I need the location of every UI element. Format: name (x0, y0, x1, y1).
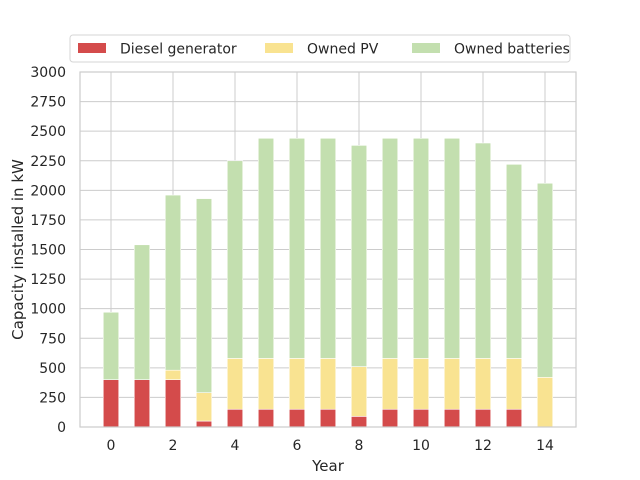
x-tick-label: 0 (107, 438, 116, 454)
bar-diesel-generator-year-2 (164, 379, 182, 428)
plot-frame (79, 71, 577, 428)
y-tick-label: 2000 (30, 183, 66, 199)
bar-owned-pv-year-8 (350, 366, 368, 417)
y-tick-label: 250 (39, 390, 66, 406)
bar-diesel-generator-year-5 (257, 408, 275, 428)
bar-diesel-generator-year-12 (474, 408, 492, 428)
x-tick-labels: 0 2 4 6 8 10 12 14 (107, 438, 554, 454)
bar-owned-batteries-year-7 (319, 137, 337, 359)
bar-diesel-generator-year-0 (102, 379, 120, 428)
bar-owned-pv-year-2 (164, 369, 182, 380)
bar-owned-batteries-year-3 (195, 198, 213, 393)
y-tick-label: 500 (39, 361, 66, 377)
x-tick-label: 12 (474, 438, 492, 454)
y-tick-labels: 0 250 500 750 1000 1250 1500 1750 2000 2250 2500 27… (30, 65, 66, 436)
x-tick-label: 4 (231, 438, 240, 454)
y-tick-label: 2500 (30, 124, 66, 140)
bar-owned-batteries-year-0 (102, 311, 120, 380)
y-tick-label: 3000 (30, 65, 66, 81)
y-tick-label: 1500 (30, 243, 66, 259)
legend-label: Owned PV (307, 42, 379, 58)
legend: Diesel generator Owned PV Owned batteries (69, 34, 571, 63)
bar-owned-batteries-year-14 (536, 182, 554, 378)
y-tick-label: 2250 (30, 154, 66, 170)
y-axis-label: Capacity installed in kW (9, 159, 27, 340)
y-tick-label: 1250 (30, 272, 66, 288)
y-tick-label: 750 (39, 331, 66, 347)
y-tick-label: 0 (57, 420, 66, 436)
bar-owned-pv-year-4 (226, 358, 244, 410)
bar-owned-pv-year-5 (257, 358, 275, 410)
bar-owned-pv-year-13 (505, 358, 523, 410)
bars (102, 137, 554, 428)
bar-diesel-generator-year-1 (133, 379, 151, 428)
x-tick-label: 10 (412, 438, 430, 454)
bar-owned-batteries-year-13 (505, 164, 523, 359)
x-axis-label: Year (311, 457, 345, 475)
bar-owned-batteries-year-6 (288, 137, 306, 359)
bar-diesel-generator-year-8 (350, 416, 368, 428)
legend-swatch (412, 43, 440, 53)
y-tick-label: 2750 (30, 95, 66, 111)
legend-label: Diesel generator (120, 42, 237, 58)
x-tick-label: 6 (293, 438, 302, 454)
x-tick-label: 14 (536, 438, 554, 454)
bar-diesel-generator-year-6 (288, 408, 306, 428)
bar-owned-batteries-year-8 (350, 145, 368, 367)
bar-owned-batteries-year-9 (381, 137, 399, 359)
y-tick-label: 1000 (30, 302, 66, 318)
bar-owned-pv-year-14 (536, 376, 554, 428)
bar-diesel-generator-year-11 (443, 408, 461, 428)
bar-owned-batteries-year-2 (164, 194, 182, 371)
bar-diesel-generator-year-9 (381, 408, 399, 428)
bar-owned-pv-year-10 (412, 358, 430, 410)
bar-owned-batteries-year-11 (443, 137, 461, 359)
bar-diesel-generator-year-4 (226, 408, 244, 428)
bar-owned-pv-year-3 (195, 392, 213, 422)
legend-swatch (78, 43, 106, 53)
x-tick-label: 2 (169, 438, 178, 454)
bar-owned-pv-year-9 (381, 358, 399, 410)
legend-label: Owned batteries (454, 42, 570, 58)
bar-owned-batteries-year-1 (133, 244, 151, 380)
y-tick-label: 1750 (30, 213, 66, 229)
bar-owned-pv-year-6 (288, 358, 306, 410)
bar-owned-pv-year-12 (474, 358, 492, 410)
bar-diesel-generator-year-7 (319, 408, 337, 428)
legend-box (69, 34, 571, 63)
bar-owned-pv-year-11 (443, 358, 461, 410)
bar-owned-pv-year-7 (319, 358, 337, 410)
bar-owned-batteries-year-4 (226, 160, 244, 359)
bar-owned-batteries-year-12 (474, 142, 492, 359)
bar-diesel-generator-year-10 (412, 408, 430, 428)
x-tick-label: 8 (355, 438, 364, 454)
bar-owned-batteries-year-5 (257, 137, 275, 359)
bar-diesel-generator-year-3 (195, 420, 213, 428)
legend-swatch (265, 43, 293, 53)
bar-owned-batteries-year-10 (412, 137, 430, 359)
bar-diesel-generator-year-13 (505, 408, 523, 428)
